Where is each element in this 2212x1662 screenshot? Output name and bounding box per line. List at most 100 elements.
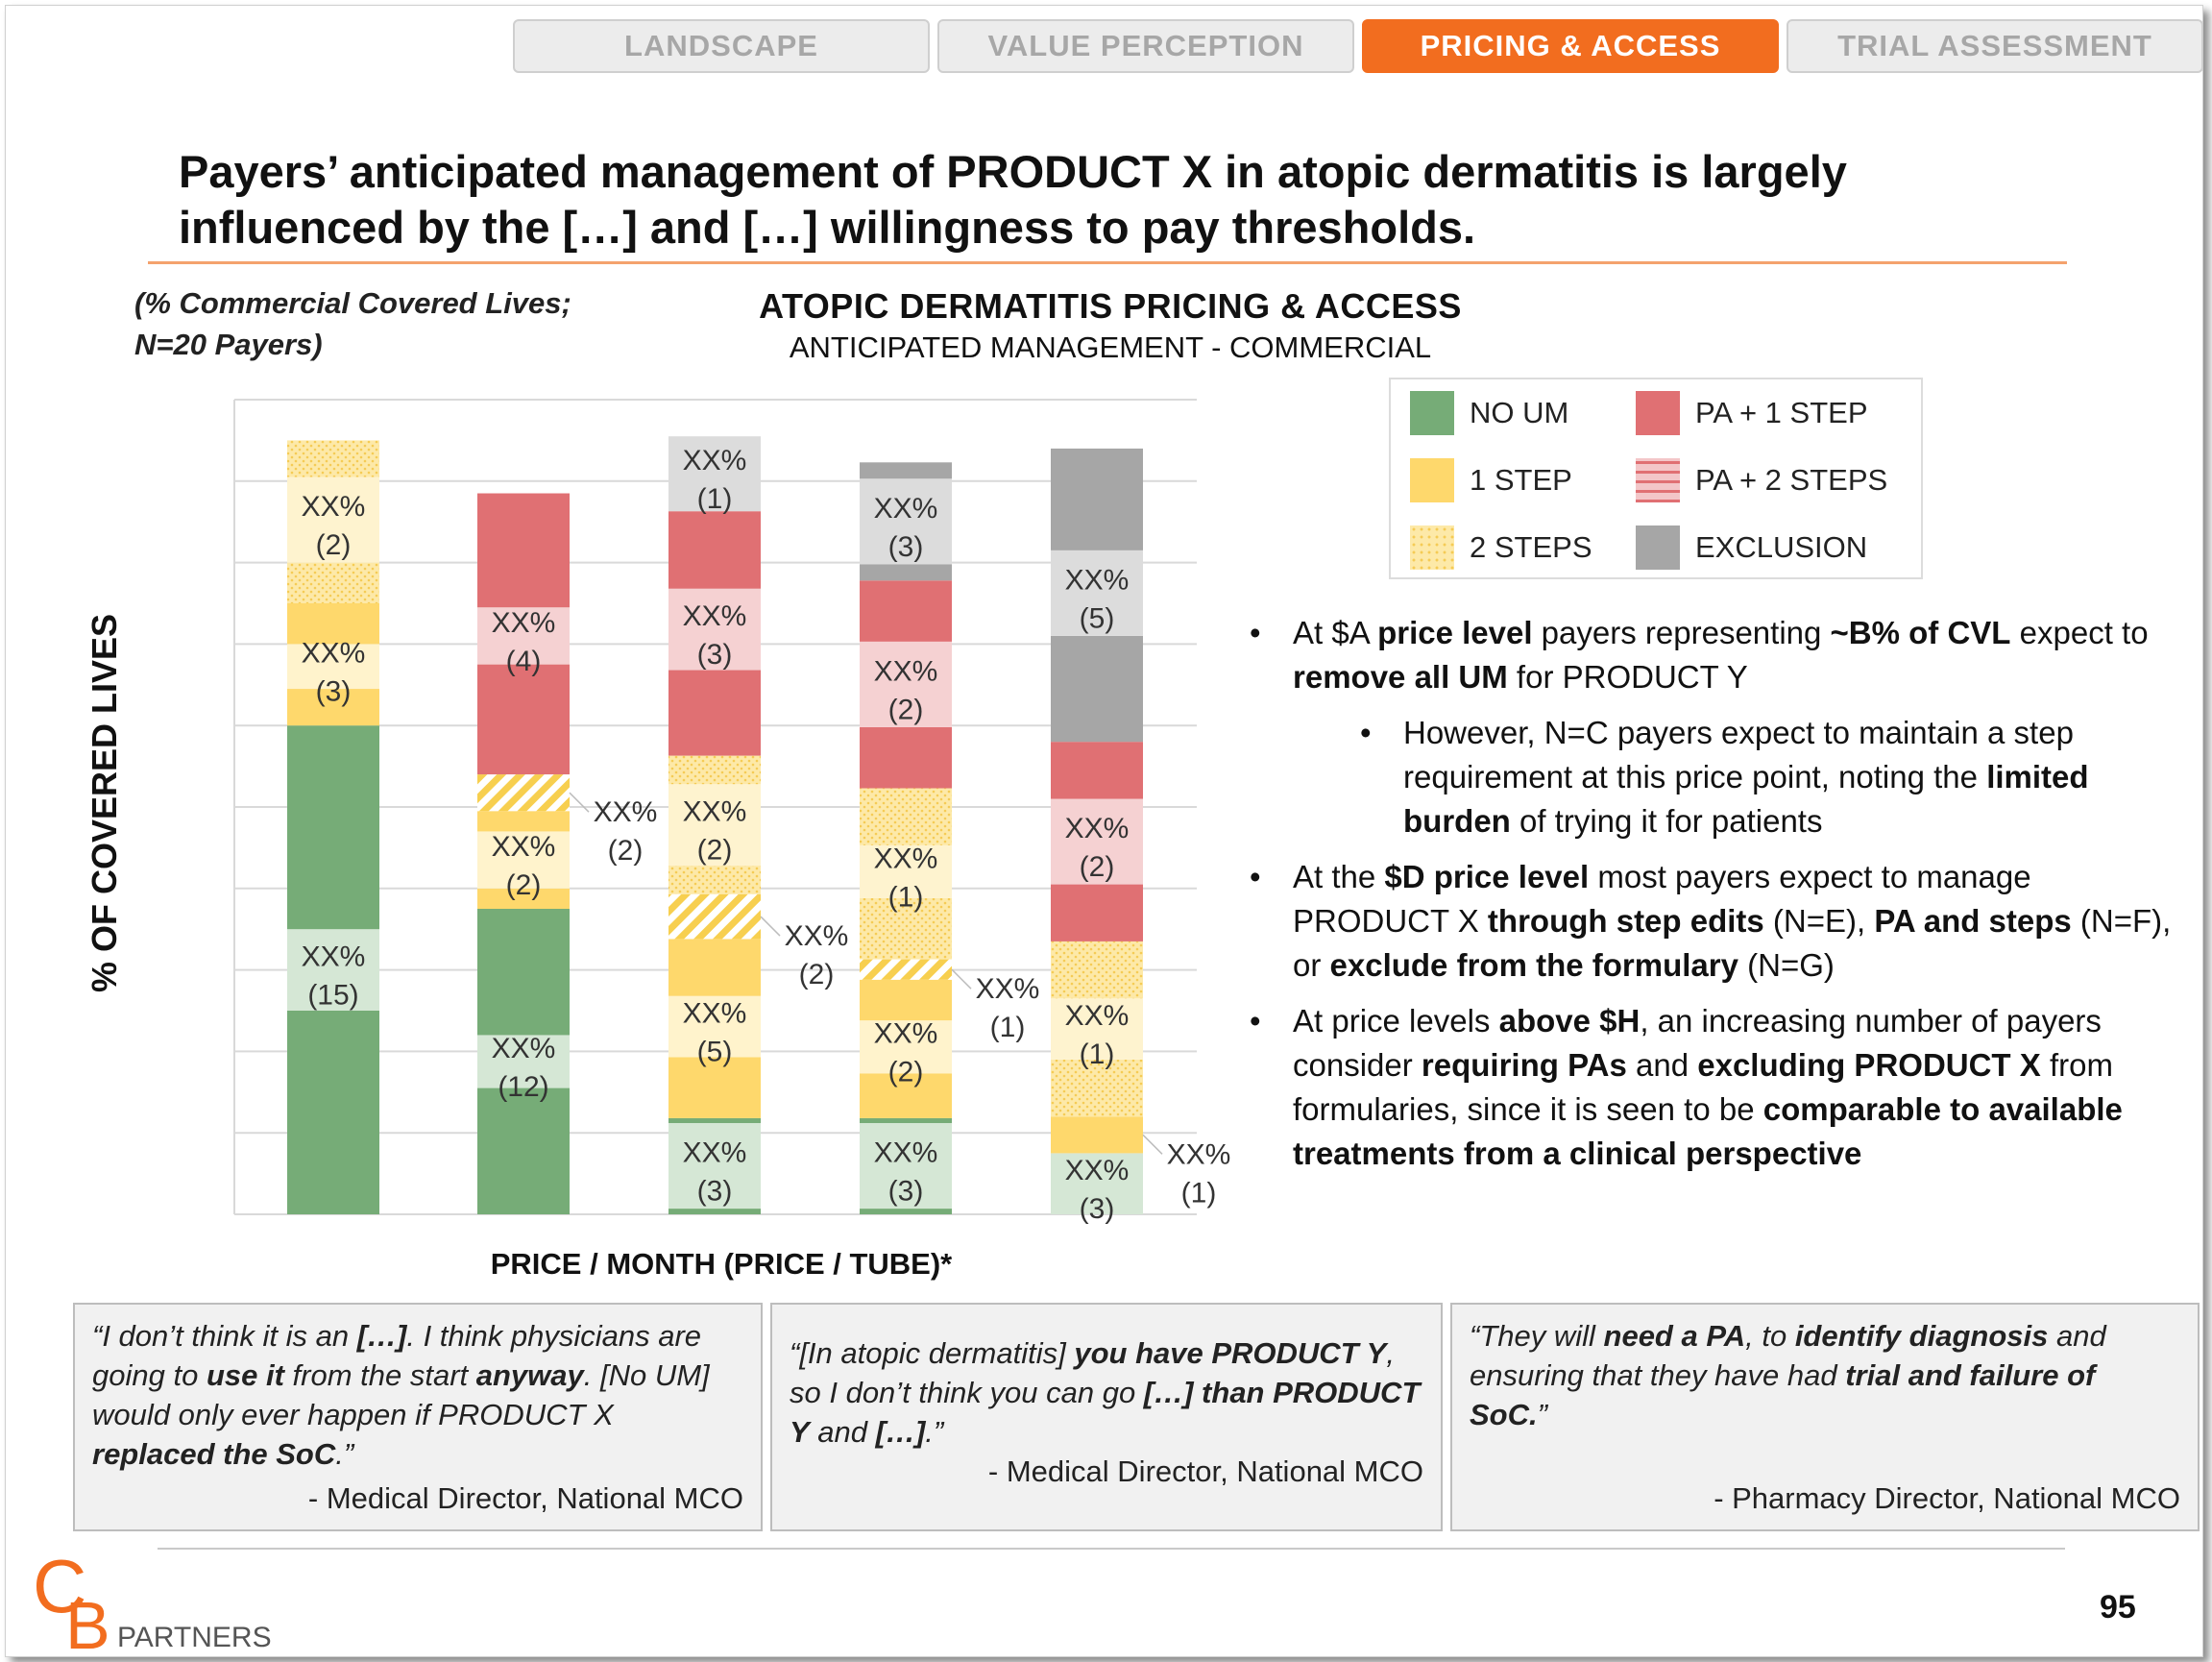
- legend-item-1-step: 1 STEP: [1410, 458, 1572, 502]
- text-run: “[In atopic dermatitis]: [790, 1336, 1075, 1370]
- section-tabs: LANDSCAPE VALUE PERCEPTION PRICING & ACC…: [513, 19, 2203, 75]
- segment-count-label: (1): [697, 483, 733, 515]
- segment-count-label: (15): [307, 980, 358, 1012]
- bar-segment-exclusion: [860, 478, 952, 565]
- slide-headline: Payers’ anticipated management of PRODUC…: [179, 144, 1908, 256]
- segment-count-label: (2): [506, 869, 542, 901]
- text-run: from the start: [283, 1358, 476, 1392]
- bar-segment-exclusion: [1051, 635, 1143, 743]
- callout-percent-label: XX%: [594, 796, 658, 828]
- segment-percent-label: XX%: [683, 796, 747, 828]
- text-run: “They will: [1470, 1319, 1604, 1353]
- callout-percent-label: XX%: [1167, 1138, 1231, 1170]
- callout-leader: [951, 968, 972, 990]
- chart-bars: [287, 436, 1143, 1214]
- bar-segment-no-um: [287, 929, 379, 1011]
- legend-item-pa-2-steps: PA + 2 STEPS: [1636, 458, 1887, 502]
- stacked-bar-chart: XX% (15) XX% (3) XX% (2) XX% (12) XX% (2) XX% (2) XX…: [85, 399, 1231, 1281]
- bold-run: use it: [206, 1358, 284, 1392]
- segment-count-label: (2): [888, 1057, 924, 1088]
- segment-count-label: (4): [506, 646, 542, 677]
- bar-segment-no-um: [860, 1123, 952, 1210]
- bar-segment-one-step: [668, 1057, 761, 1118]
- callout-percent-label: XX%: [976, 973, 1040, 1005]
- bar-segment-no-um: [668, 1117, 761, 1124]
- bar-segment-two-steps: [477, 774, 570, 812]
- bold-run: comparable to available treatments from …: [1293, 1091, 2123, 1171]
- segment-count-label: (2): [316, 529, 352, 561]
- segment-percent-label: XX%: [302, 941, 366, 973]
- headline-rule: [148, 261, 2067, 264]
- bar-segment-pa-one-step: [1051, 742, 1143, 799]
- cb-partners-logo: C B PARTNERS: [33, 1551, 272, 1656]
- bar-segment-two-steps: [860, 788, 952, 845]
- chart-title: ATOPIC DERMATITIS PRICING & ACCESS: [759, 286, 1462, 326]
- finding-sub-bullet: However, N=C payers expect to maintain a…: [1360, 711, 2172, 843]
- text-run: expect to: [2010, 615, 2149, 650]
- bold-run: […]: [875, 1415, 926, 1449]
- segment-count-label: (2): [697, 835, 733, 867]
- bar-segment-exclusion: [1051, 550, 1143, 636]
- bar-segment-no-um: [668, 1123, 761, 1210]
- bold-run: through step edits: [1487, 903, 1764, 939]
- legend-item-exclusion: EXCLUSION: [1636, 525, 1867, 570]
- callout-count-label: (1): [1181, 1177, 1217, 1209]
- tab-value-perception[interactable]: VALUE PERCEPTION: [937, 19, 1354, 73]
- segment-count-label: (2): [1080, 851, 1115, 883]
- segment-percent-label: XX%: [1065, 1155, 1130, 1186]
- text-run: At price levels: [1293, 1003, 1499, 1039]
- bar-segment-pa-one-step: [1051, 884, 1143, 941]
- bar-segment-two-steps: [1051, 1059, 1143, 1117]
- bold-run: requiring PAs: [1421, 1047, 1627, 1083]
- segment-count-label: (1): [888, 881, 924, 913]
- segment-percent-label: XX%: [683, 445, 747, 477]
- bold-run: need a PA: [1603, 1319, 1746, 1353]
- legend-label-1-step: 1 STEP: [1470, 463, 1572, 497]
- bar-segment-no-um: [477, 1088, 570, 1214]
- text-run: (N=G): [1738, 947, 1835, 983]
- legend-item-pa-1-step: PA + 1 STEP: [1636, 391, 1868, 435]
- tab-pricing-access[interactable]: PRICING & ACCESS: [1362, 19, 1779, 73]
- text-run: payers representing: [1532, 615, 1831, 650]
- callout-leader: [1142, 1134, 1163, 1155]
- tab-landscape[interactable]: LANDSCAPE: [513, 19, 930, 73]
- legend-label-2-steps: 2 STEPS: [1470, 530, 1592, 564]
- segment-count-label: (1): [1080, 1039, 1115, 1070]
- text-run: (N=F), or: [1293, 903, 2172, 983]
- bold-run: trial and failure of SoC.: [1470, 1358, 2096, 1431]
- segment-percent-label: XX%: [1065, 564, 1130, 596]
- bar-segment-two-steps: [1051, 998, 1143, 1060]
- slide: LANDSCAPE VALUE PERCEPTION PRICING & ACC…: [5, 5, 2203, 1657]
- tab-trial-assessment[interactable]: TRIAL ASSESSMENT: [1787, 19, 2203, 73]
- segment-count-label: (5): [697, 1037, 733, 1068]
- quote-box: “They will need a PA, to identify diagno…: [1450, 1303, 2200, 1531]
- segment-percent-label: XX%: [683, 1137, 747, 1169]
- segment-count-label: (3): [1080, 1193, 1115, 1225]
- bold-run: limited burden: [1403, 759, 2089, 839]
- headline-line-2: influenced by the […] and […] willingnes…: [179, 202, 1476, 253]
- bar-segment-one-step: [477, 811, 570, 832]
- bold-run: ~B% of CVL: [1830, 615, 2011, 650]
- segment-count-label: (3): [697, 639, 733, 671]
- bold-run: PA and steps: [1874, 903, 2072, 939]
- legend-swatch-pa-2-steps: [1636, 458, 1680, 502]
- text-run: , an increasing number of payers conside…: [1293, 1003, 2102, 1083]
- bar-segment-pa-one-step: [1051, 798, 1143, 885]
- page-number: 95: [2100, 1589, 2136, 1625]
- text-run: (N=E),: [1763, 903, 1875, 939]
- bar-segment-two-steps: [668, 893, 761, 940]
- bar-segment-two-steps: [287, 477, 379, 563]
- segment-percent-label: XX%: [492, 607, 556, 639]
- segment-count-label: (5): [1080, 602, 1115, 634]
- text-run: However, N=C payers expect to maintain a…: [1403, 715, 2074, 794]
- segment-percent-label: XX%: [874, 1137, 938, 1169]
- bar-segment-pa-one-step: [668, 670, 761, 756]
- bar-segment-two-steps: [860, 959, 952, 980]
- bar-segment-no-um: [1051, 1153, 1143, 1214]
- bold-run: exclude from the formulary: [1329, 947, 1738, 983]
- text-run: and: [1626, 1047, 1698, 1083]
- bar-segment-pa-one-step: [860, 726, 952, 789]
- segment-percent-label: XX%: [1065, 1000, 1130, 1032]
- bar-segment-one-step: [287, 689, 379, 726]
- bold-run: anyway: [475, 1358, 584, 1392]
